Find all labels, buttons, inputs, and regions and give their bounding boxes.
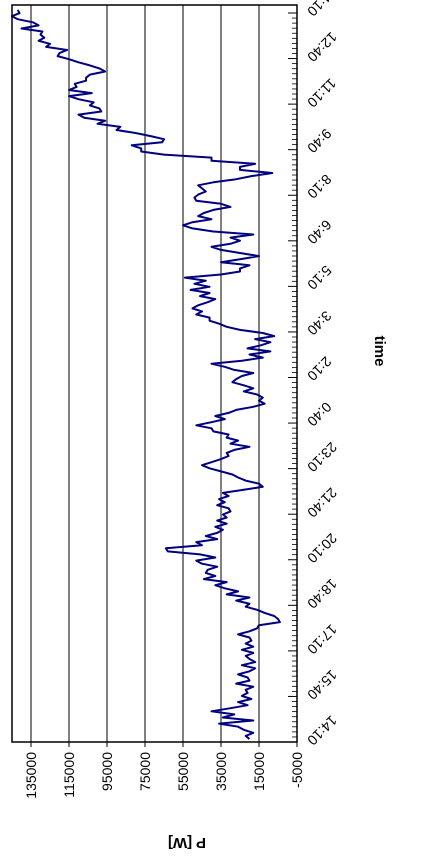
y-tick-label: 55000 xyxy=(175,752,191,791)
y-axis-title: P [W] xyxy=(168,834,206,851)
y-tick-label: 35000 xyxy=(213,752,229,791)
plot-frame xyxy=(11,4,298,743)
y-axis-ticks: -5000 15000 35000 55000 75000 95000 115000 1350… xyxy=(23,742,305,799)
y-tick-label: 75000 xyxy=(137,752,153,791)
gridlines xyxy=(30,5,298,742)
plot-border xyxy=(11,4,298,743)
y-tick-label: 95000 xyxy=(99,752,115,791)
series-layer xyxy=(11,9,281,740)
y-tick-label: 115000 xyxy=(61,752,77,798)
y-tick-label: -5000 xyxy=(289,752,305,788)
y-tick-label: 135000 xyxy=(23,752,39,799)
y-tick-label: 15000 xyxy=(251,752,267,791)
x-axis-title: time xyxy=(371,336,388,367)
series-line xyxy=(11,9,281,740)
